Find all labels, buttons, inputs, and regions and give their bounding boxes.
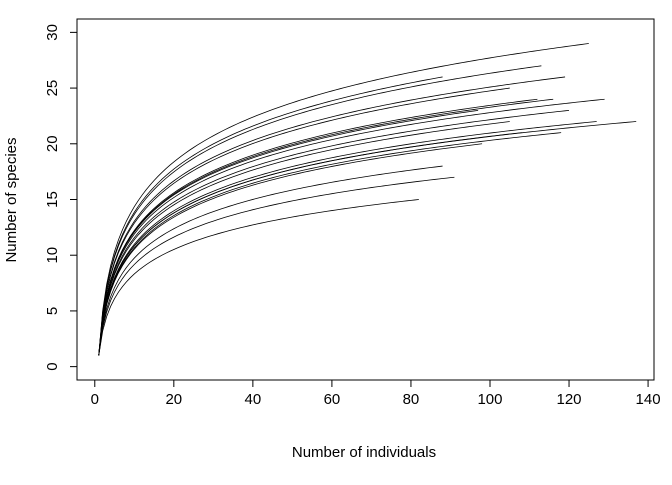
x-tick-label: 60 [324, 391, 341, 408]
x-axis-title: Number of individuals [292, 444, 436, 461]
rarefaction-curve [98, 121, 597, 356]
rarefaction-curve [98, 176, 455, 356]
y-axis-title: Number of species [3, 137, 20, 262]
rarefaction-curve [98, 98, 538, 356]
rarefaction-curve [98, 109, 479, 356]
x-tick-label: 120 [557, 391, 582, 408]
rarefaction-curve [98, 165, 443, 356]
rarefaction-curve [98, 98, 554, 356]
x-tick-label: 140 [636, 391, 661, 408]
y-tick-label: 25 [44, 80, 61, 97]
x-tick-label: 80 [403, 391, 420, 408]
rarefaction-curve [98, 109, 570, 356]
rarefaction-curve [98, 76, 443, 356]
y-tick-label: 5 [44, 307, 61, 315]
rarefaction-curve [98, 65, 542, 356]
rarefaction-curve [98, 76, 566, 356]
rarefaction-curve [98, 121, 637, 356]
x-tick-label: 20 [165, 391, 182, 408]
x-tick-label: 40 [245, 391, 262, 408]
rarefaction-curve [98, 132, 562, 356]
x-tick-label: 100 [477, 391, 502, 408]
rarefaction-curve [98, 143, 483, 356]
rarefaction-curves [98, 43, 637, 356]
x-axis: 0 20 40 60 80 100 120 140 [91, 379, 661, 408]
rarefaction-curve [98, 87, 510, 356]
rarefaction-curve [98, 132, 522, 356]
rarefaction-curve [98, 43, 589, 356]
rarefaction-curve [98, 121, 510, 356]
plot-frame [76, 18, 655, 381]
y-axis: 0 5 10 15 20 25 30 [44, 24, 78, 371]
rarefaction-curve [98, 98, 605, 356]
rarefaction-curve [98, 199, 419, 356]
x-tick-label: 0 [91, 391, 99, 408]
y-tick-label: 10 [44, 247, 61, 264]
y-tick-label: 30 [44, 24, 61, 41]
y-tick-label: 0 [44, 362, 61, 370]
y-tick-label: 15 [44, 191, 61, 208]
y-tick-label: 20 [44, 135, 61, 152]
